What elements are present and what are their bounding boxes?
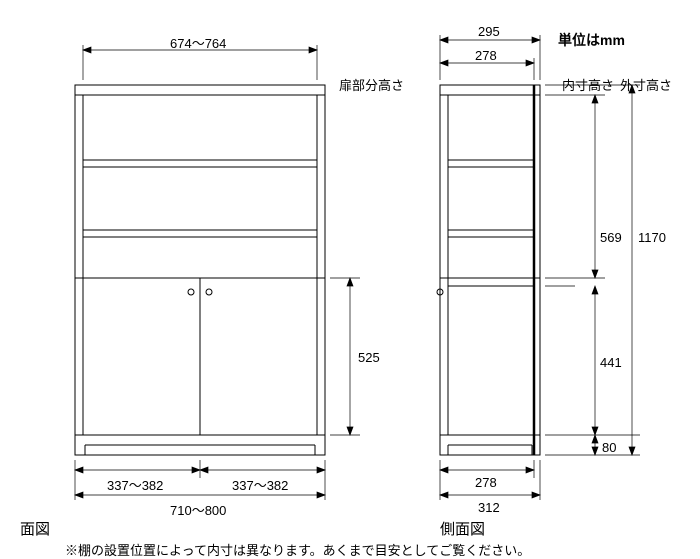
base-height: 80: [602, 440, 616, 455]
side-view-label: 側面図: [440, 518, 485, 539]
front-half-left: 337～382: [107, 475, 163, 494]
inner-upper: 569: [600, 230, 622, 245]
door-section-label: 扉部分高さ: [339, 75, 404, 94]
side-inner-depth-top: 278: [475, 48, 497, 63]
unit-label: 単位はmm: [558, 30, 625, 50]
front-half-right: 337～382: [232, 475, 288, 494]
door-height: 525: [358, 350, 380, 365]
side-depth-bottom: 312: [478, 500, 500, 515]
outer-h-label: 外寸高さ: [620, 75, 672, 94]
outer-height: 1170: [638, 230, 666, 245]
side-inner-depth-bottom: 278: [475, 475, 497, 490]
footnote: ※棚の設置位置によって内寸は異なります。あくまで目安としてご覧ください。: [65, 540, 530, 559]
front-bottom-width: 710～800: [170, 500, 226, 519]
front-top-width: 674～764: [170, 33, 226, 52]
inner-lower: 441: [600, 355, 622, 370]
inner-h-label: 内寸高さ: [562, 75, 614, 94]
side-depth-top: 295: [478, 24, 500, 39]
front-view-label: 面図: [20, 518, 50, 539]
